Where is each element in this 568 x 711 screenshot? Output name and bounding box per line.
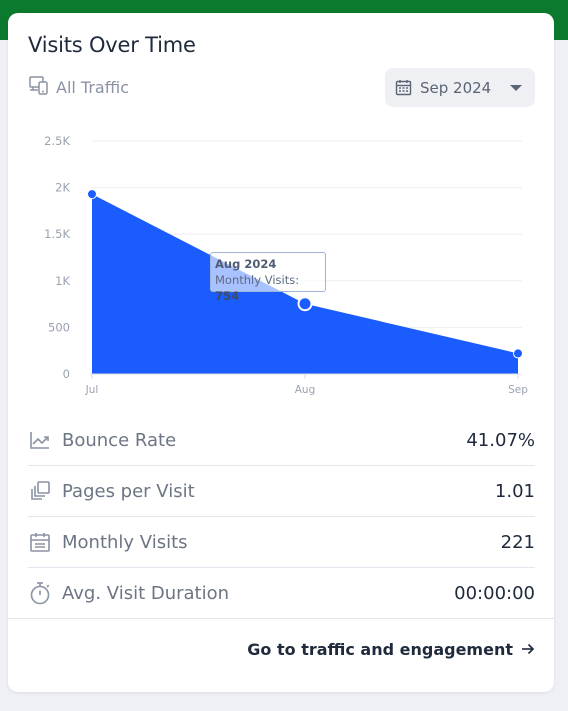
metric-pages-per-visit: Pages per Visit 1.01 bbox=[28, 466, 535, 517]
data-point bbox=[87, 189, 97, 200]
devices-icon bbox=[28, 74, 50, 100]
metric-value: 221 bbox=[500, 531, 535, 553]
y-tick-label: 2K bbox=[55, 181, 70, 195]
tooltip-value: 754 bbox=[215, 289, 240, 303]
y-tick-label: 500 bbox=[48, 320, 70, 334]
chart-tooltip: Aug 2024 Monthly Visits: 754 bbox=[210, 252, 326, 303]
series-area bbox=[92, 194, 518, 374]
arrow-right-icon bbox=[521, 640, 535, 659]
x-tick-label: Sep bbox=[508, 384, 528, 396]
traffic-engagement-link[interactable]: Go to traffic and engagement bbox=[247, 640, 535, 659]
metric-value: 00:00:00 bbox=[454, 582, 535, 604]
x-axis: Jul Aug Sep bbox=[85, 373, 528, 396]
card-title: Visits Over Time bbox=[28, 33, 196, 57]
visits-card: Visits Over Time All Traffic Sep 2024 bbox=[8, 13, 554, 692]
metric-label: Avg. Visit Duration bbox=[62, 582, 230, 604]
traffic-label: All Traffic bbox=[56, 77, 129, 97]
y-tick-label: 0 bbox=[63, 367, 70, 381]
x-tick-label: Aug bbox=[295, 384, 316, 396]
tooltip-label: Monthly Visits: bbox=[215, 273, 300, 287]
footer-divider bbox=[8, 618, 554, 619]
metric-value: 41.07% bbox=[466, 429, 535, 451]
metric-bounce-rate: Bounce Rate 41.07% bbox=[28, 415, 535, 466]
stopwatch-icon bbox=[28, 581, 52, 605]
data-point bbox=[297, 296, 313, 312]
tooltip-date: Aug 2024 bbox=[215, 257, 277, 271]
y-tick-label: 2.5K bbox=[44, 134, 70, 148]
metrics-list: Bounce Rate 41.07% Pages per Visit 1.01 bbox=[28, 415, 535, 618]
metric-label: Monthly Visits bbox=[62, 531, 188, 553]
pages-icon bbox=[28, 479, 52, 503]
calendar-icon bbox=[28, 530, 52, 554]
metric-monthly-visits: Monthly Visits 221 bbox=[28, 517, 535, 568]
calendar-icon bbox=[395, 79, 412, 96]
traffic-filter[interactable]: All Traffic bbox=[28, 76, 129, 98]
series-points bbox=[87, 189, 523, 359]
date-select-value: Sep 2024 bbox=[420, 78, 492, 97]
x-tick-label: Jul bbox=[85, 384, 99, 396]
metric-label: Pages per Visit bbox=[62, 480, 195, 502]
footer-link-label: Go to traffic and engagement bbox=[247, 640, 513, 659]
metric-label: Bounce Rate bbox=[62, 429, 177, 451]
y-axis-ticks: 0 500 1K 1.5K 2K 2.5K bbox=[44, 134, 70, 381]
date-select[interactable]: Sep 2024 bbox=[385, 68, 535, 107]
y-tick-label: 1K bbox=[55, 274, 70, 288]
chevron-down-icon bbox=[509, 84, 523, 92]
trend-down-icon bbox=[28, 428, 52, 452]
y-tick-label: 1.5K bbox=[44, 227, 70, 241]
metric-avg-visit-duration: Avg. Visit Duration 00:00:00 bbox=[28, 568, 535, 618]
metric-value: 1.01 bbox=[494, 480, 535, 502]
data-point bbox=[513, 348, 523, 359]
